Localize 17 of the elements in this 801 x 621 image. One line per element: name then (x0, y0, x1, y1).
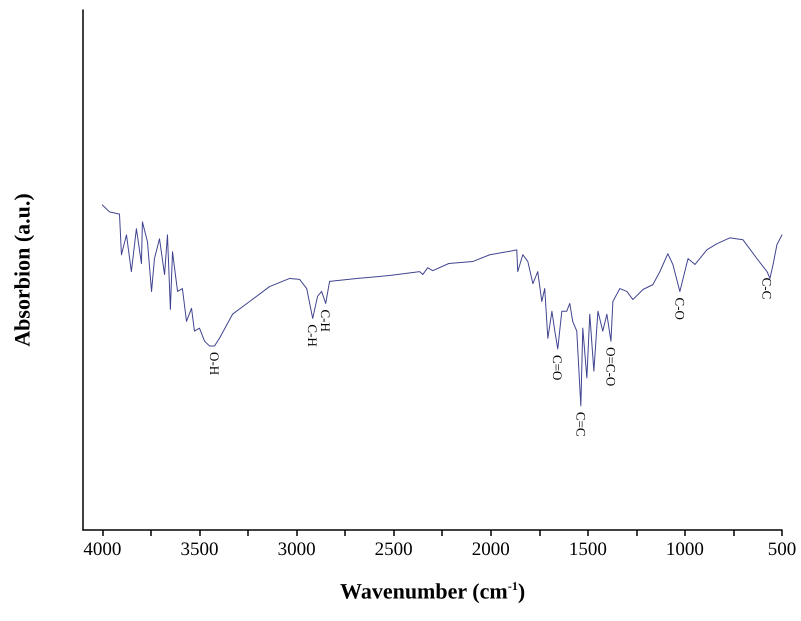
y-axis-title: Absorbion (a.u.) (10, 193, 34, 347)
annotation: C-H (318, 309, 334, 332)
annotation: O=C-O (603, 347, 618, 386)
annotation: C-C (760, 278, 775, 300)
annotation: C-H (305, 324, 320, 347)
x-tick-label: 2000 (472, 539, 510, 560)
x-tick-label: 3000 (278, 539, 316, 560)
x-tick-label: 4000 (83, 539, 122, 560)
annotation: C=O (550, 354, 566, 380)
x-tick-label: 500 (768, 539, 796, 560)
annotation: O-H (206, 352, 222, 376)
x-tick-label: 2500 (374, 539, 413, 560)
annotation: C=C (573, 412, 588, 437)
annotation: C-O (672, 297, 688, 320)
x-tick-label: 1500 (568, 539, 607, 560)
x-tick-label: 1000 (666, 539, 704, 560)
x-tick-label: 3500 (180, 539, 218, 560)
